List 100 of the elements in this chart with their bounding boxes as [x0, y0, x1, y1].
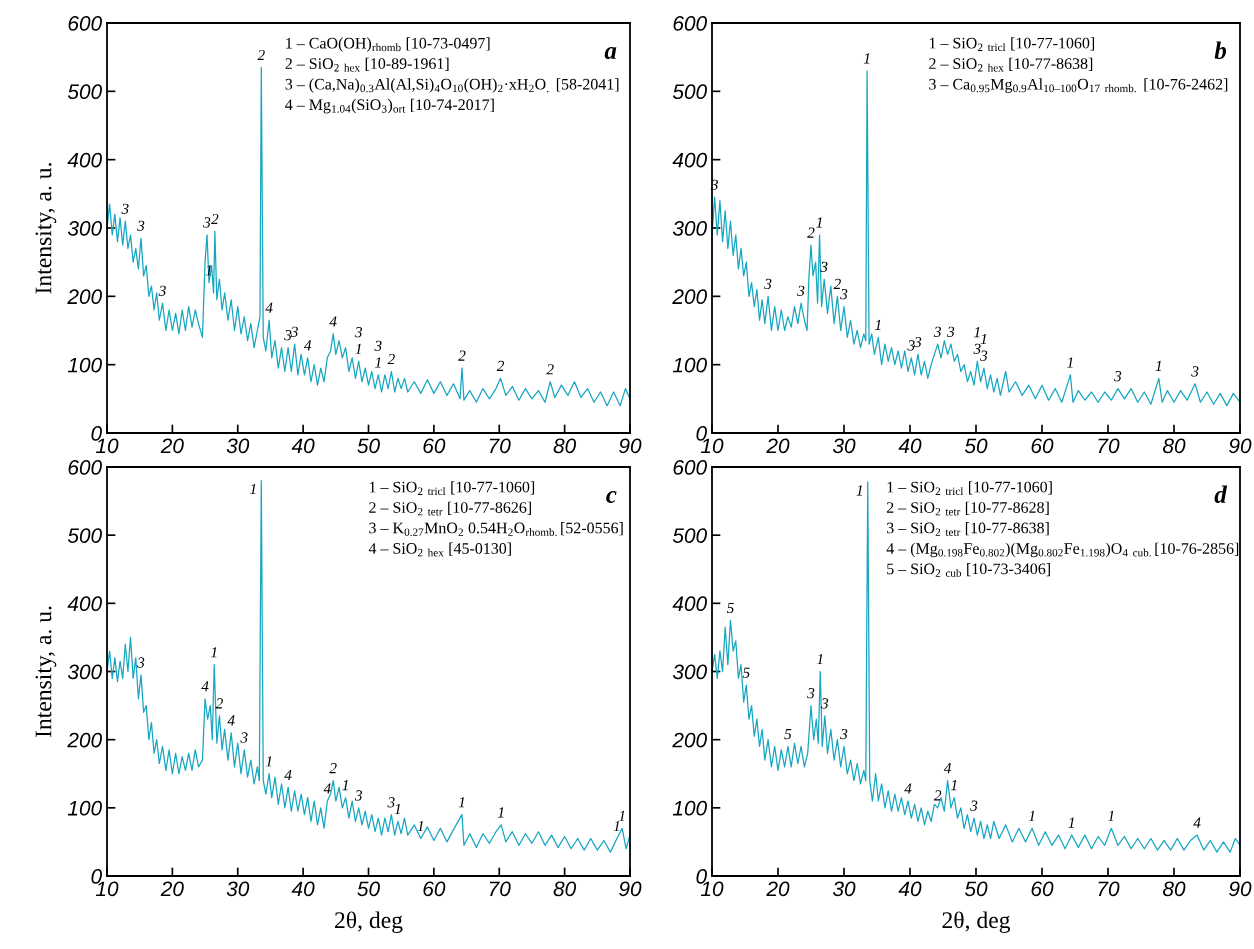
annotation: 4 [1193, 817, 1201, 828]
annotation: 3 [240, 732, 248, 743]
annotation: 1 [205, 265, 212, 276]
annotation: 2 [933, 790, 942, 801]
x-tick-label: 50 [964, 881, 988, 897]
y-tick-label: 500 [672, 84, 707, 100]
annotation: 2 [329, 763, 337, 774]
x-tick-label: 90 [1229, 881, 1252, 897]
x-tick-label: 30 [226, 881, 250, 897]
x-tick-label: 90 [619, 438, 642, 454]
y-axis-title: Intensity, a. u. [35, 163, 57, 294]
x-tick-label: 50 [964, 438, 988, 454]
annotation: 1 [210, 647, 217, 658]
y-tick-label: 500 [67, 84, 102, 100]
x-tick-label: 40 [291, 438, 315, 454]
y-axis-title: Intensity, a. u. [35, 606, 57, 738]
annotation: 2 [387, 353, 395, 365]
annotation: 3 [933, 326, 942, 337]
annotation: 3 [387, 797, 395, 808]
annotation: 4 [265, 302, 273, 313]
annotation: d [1214, 485, 1228, 503]
x-tick-label: 50 [357, 881, 380, 897]
x-tick-label: 40 [898, 881, 922, 897]
text: 3 – Ca$_{0.95}$Mg$_{0.9}$Al$_{10–100}$O$_{17 rhomb.}$ [10-76-2462] [929, 78, 1228, 93]
x-tick-label: 40 [898, 438, 922, 454]
x-tick-label: 60 [423, 881, 446, 897]
annotation: 2 – SiO$_{2 tetr}$ [10-77-8626] [369, 501, 531, 516]
x-tick-label: 30 [832, 438, 856, 454]
annotation: 1 [974, 327, 980, 338]
x-tick-label: 20 [160, 881, 184, 897]
annotation: 3 [797, 285, 805, 296]
x-tick-label: 80 [1162, 438, 1186, 454]
annotation: 3 [121, 203, 129, 214]
annotation: 3 [137, 220, 145, 231]
annotation: 4 – SiO$_{2 hex}$ [45-0130] [368, 542, 511, 557]
annotation: 1 [1068, 817, 1074, 828]
annotation: 3 [947, 326, 955, 337]
x-tick-label: 70 [489, 881, 511, 897]
annotation: 1 – SiO$_{2 tricl}$ [10-77-1060] [369, 481, 535, 496]
annotation: 4 [329, 316, 337, 327]
y-tick-label: 100 [67, 800, 102, 816]
x-tick-label: 80 [1162, 881, 1186, 897]
annotation: 3 [137, 657, 145, 668]
annotation: 5 [742, 667, 750, 678]
x-tick-label: 90 [1229, 438, 1252, 454]
y-tick-label: 500 [672, 528, 707, 543]
annotation: 2 – SiO$_{2 hex}$ [10-89-1961] [285, 57, 449, 72]
annotation: 1 [875, 319, 881, 330]
annotation: 1 [863, 53, 870, 64]
annotation: 3 [907, 340, 915, 351]
text: 4 – (Mg$_{0.198}$Fe$_{0.802}$)(Mg$_{0.802}$Fe$_{1.198}$)O$_{4 cub.}$[10-76-2856] [886, 542, 1239, 558]
y-tick-label: 100 [672, 357, 707, 373]
annotation: 3 [1191, 366, 1199, 377]
y-tick-label: 600 [673, 16, 707, 31]
annotation: 2 [833, 278, 841, 289]
annotation: 2 [546, 364, 554, 375]
annotation: 4 – Mg$_{1.04}$(SiO$_{3}$)$_{ort}$ [10-74-2017] [285, 98, 494, 114]
y-tick-label: 200 [672, 289, 707, 305]
y-tick-label: 600 [673, 460, 707, 475]
x-tick-label: 80 [553, 438, 577, 454]
annotation: 1 [1028, 810, 1035, 821]
annotation: 4 [904, 783, 912, 794]
x-axis-title: 2θ, deg [942, 911, 1011, 933]
x-axis-title: 2θ, deg [335, 911, 403, 933]
annotation: 3 [290, 326, 298, 337]
annotation: 1 [355, 343, 361, 354]
annotation: 3 [354, 790, 362, 801]
annotation: 1 [1108, 810, 1114, 821]
annotation: c [606, 490, 617, 503]
y-tick-label: 400 [672, 152, 707, 168]
annotation: 4 [284, 769, 292, 780]
annotation: 5 [784, 729, 792, 740]
y-tick-label: 300 [672, 664, 707, 680]
annotation: 4 [201, 681, 209, 692]
y-tick-label: 200 [67, 289, 102, 305]
x-tick-label: 30 [226, 438, 250, 454]
annotation: 3 [914, 336, 922, 348]
annotation: 1 [856, 485, 862, 496]
annotation: 2 – SiO$_{2 tetr}$ [10-77-8628] [886, 501, 1049, 516]
x-tick-label: 20 [766, 438, 790, 454]
annotation: 1 [497, 807, 504, 818]
y-tick-label: 600 [68, 460, 102, 475]
line-series [712, 481, 1240, 853]
text: 3 – K$_{0.27}$MnO$_{2}$ 0.54H$_{2}$O$_{rhomb.}$[52-0556] [369, 522, 623, 536]
annotation: 1 – SiO$_{2 tricl}$ [10-77-1060] [887, 481, 1052, 496]
y-tick-label: 400 [67, 596, 102, 612]
y-tick-label: 100 [672, 800, 707, 816]
x-tick-label: 50 [357, 438, 380, 454]
x-tick-label: 70 [1098, 438, 1120, 454]
x-tick-label: 60 [1031, 881, 1054, 897]
y-tick-label: 300 [672, 221, 707, 236]
annotation: 3 [840, 289, 848, 300]
annotation: 1 [417, 821, 423, 832]
y-tick-label: 400 [67, 152, 102, 168]
annotation: 3 [840, 728, 848, 740]
annotation: 1 [342, 780, 348, 791]
line-series [712, 70, 1240, 407]
annotation: 3 [354, 327, 362, 338]
annotation: 4 [323, 783, 331, 794]
annotation: 1 [950, 780, 957, 791]
